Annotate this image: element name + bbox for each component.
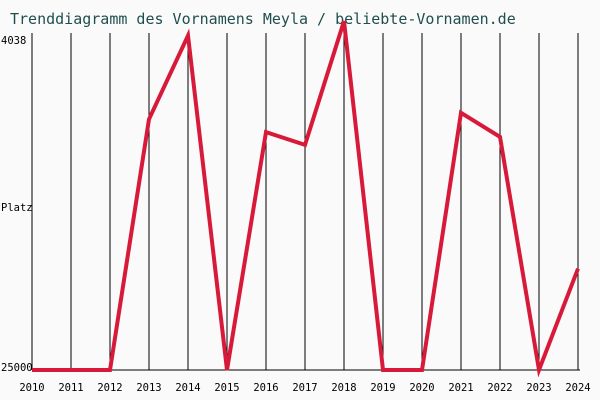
x-tick-label-2011: 2011 xyxy=(58,382,83,394)
chart-title: Trenddiagramm des Vornamens Meyla / beli… xyxy=(10,10,516,28)
x-tick-label-2014: 2014 xyxy=(175,382,200,394)
vertical-gridlines xyxy=(70,33,579,370)
x-tick-label-2024: 2024 xyxy=(565,382,590,394)
x-tick-label-2015: 2015 xyxy=(214,382,239,394)
y-tick-label-top: 4038 xyxy=(1,35,26,47)
x-tick-label-2019: 2019 xyxy=(370,382,395,394)
x-tick-label-2017: 2017 xyxy=(292,382,317,394)
x-tick-label-2020: 2020 xyxy=(409,382,434,394)
x-tick-labels: 2010 2011 2012 2013 2014 2015 2016 2017 2018 2019… xyxy=(19,382,590,394)
x-tick-label-2023: 2023 xyxy=(526,382,551,394)
y-axis-label: Platz xyxy=(1,202,33,214)
x-tick-label-2018: 2018 xyxy=(331,382,356,394)
x-tick-label-2016: 2016 xyxy=(253,382,278,394)
x-tick-label-2012: 2012 xyxy=(97,382,122,394)
x-tick-label-2022: 2022 xyxy=(487,382,512,394)
x-tick-label-2010: 2010 xyxy=(19,382,44,394)
series-group xyxy=(32,20,580,378)
x-tick-label-2013: 2013 xyxy=(136,382,161,394)
series-line-0 xyxy=(32,20,580,378)
y-tick-label-bottom: 25000 xyxy=(1,362,33,374)
x-tick-label-2021: 2021 xyxy=(448,382,473,394)
